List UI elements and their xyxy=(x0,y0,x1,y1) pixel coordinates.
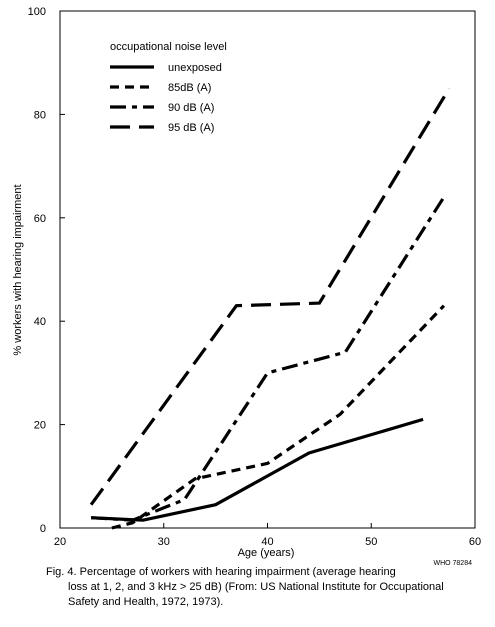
y-tick-label: 0 xyxy=(40,523,46,535)
figure-caption: Fig. 4. Percentage of workers with heari… xyxy=(46,565,456,610)
legend-label: 90 dB (A) xyxy=(168,102,214,114)
series-line-85db-a xyxy=(111,304,446,530)
legend-label: 85dB (A) xyxy=(168,82,211,94)
x-tick-label: 30 xyxy=(158,536,170,548)
legend-title: occupational noise level xyxy=(110,41,227,53)
x-tick-label: 60 xyxy=(469,536,481,548)
x-tick-label: 40 xyxy=(261,536,273,548)
series-line-90-db-a xyxy=(91,196,446,522)
x-tick-label: 20 xyxy=(54,536,66,548)
y-tick-label: 80 xyxy=(34,109,46,121)
figure-code: WHO 78284 xyxy=(433,560,472,567)
x-axis-label: Age (years) xyxy=(238,547,295,559)
y-tick-label: 40 xyxy=(34,316,46,328)
y-axis-label: % workers with hearing impairment xyxy=(12,184,24,355)
series-line-unexposed xyxy=(91,417,424,522)
legend-label: 95 dB (A) xyxy=(168,122,214,134)
y-tick-label: 60 xyxy=(34,213,46,225)
x-tick-label: 50 xyxy=(365,536,377,548)
plot-frame xyxy=(59,10,476,529)
caption-line-first: Fig. 4. Percentage of workers with heari… xyxy=(46,566,396,578)
legend-label: unexposed xyxy=(168,62,222,74)
y-tick-label: 20 xyxy=(34,420,46,432)
plot-area: 20 30 40 50 60 0 20 40 60 80 100 unexposed 85dB (A) 9… xyxy=(28,6,481,548)
y-tick-label: 100 xyxy=(28,6,46,18)
series-line-95-db-a xyxy=(89,87,451,506)
caption-line-rest: loss at 1, 2, and 3 kHz > 25 dB) (From: … xyxy=(68,581,444,608)
